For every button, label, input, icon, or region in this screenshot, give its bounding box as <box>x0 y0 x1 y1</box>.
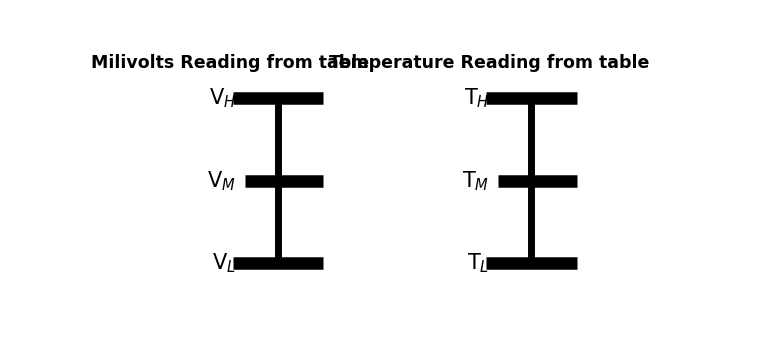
Text: $\mathrm{T}_{L}$: $\mathrm{T}_{L}$ <box>467 252 489 275</box>
Text: $\mathrm{V}_{M}$: $\mathrm{V}_{M}$ <box>207 169 236 193</box>
Text: Temperature Reading from table: Temperature Reading from table <box>329 54 650 72</box>
Text: $\mathrm{V}_{L}$: $\mathrm{V}_{L}$ <box>212 252 236 275</box>
Text: $\mathrm{T}_{M}$: $\mathrm{T}_{M}$ <box>462 169 489 193</box>
Text: $\mathrm{T}_{H}$: $\mathrm{T}_{H}$ <box>464 86 489 110</box>
Text: Milivolts Reading from table: Milivolts Reading from table <box>91 54 369 72</box>
Text: $\mathrm{V}_{H}$: $\mathrm{V}_{H}$ <box>209 86 236 110</box>
